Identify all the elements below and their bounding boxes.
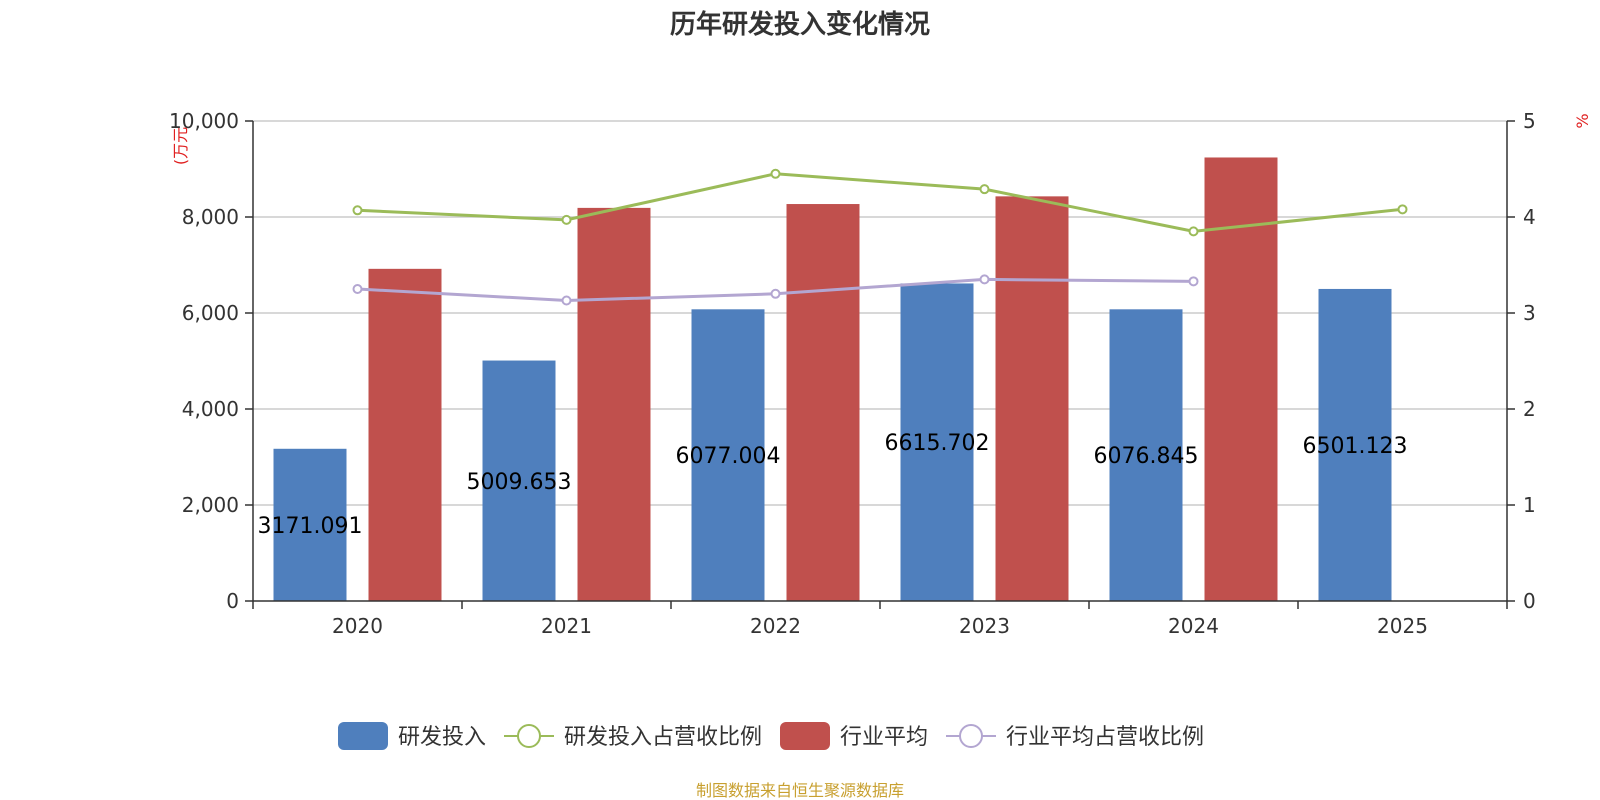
line-point — [770, 168, 781, 179]
legend: 研发投入 研发投入占营收比例 行业平均 行业平均占营收比例 — [338, 722, 1204, 750]
legend-label: 行业平均占营收比例 — [1006, 725, 1204, 750]
bar-data-label: 3171.091 — [258, 514, 363, 539]
legend-swatch-marker — [517, 724, 541, 748]
line-point — [979, 184, 990, 195]
bar-data-label: 5009.653 — [467, 470, 572, 495]
bar-industry-average — [995, 196, 1069, 602]
legend-label: 研发投入占营收比例 — [564, 725, 762, 750]
x-axis-tick-label: 2025 — [1377, 614, 1428, 638]
chart-title: 历年研发投入变化情况 — [670, 9, 930, 40]
label-layer: 3171.091 5009.653 6077.004 6615.702 6076.845… — [258, 431, 1408, 539]
bar-data-label: 6076.845 — [1094, 444, 1199, 469]
x-axis-tick-label: 2020 — [332, 614, 383, 638]
right-axis-tick-label: 2 — [1523, 397, 1536, 421]
rd-ratio-line — [357, 172, 1403, 233]
line-point — [561, 295, 572, 306]
bar-industry-average — [1204, 157, 1278, 602]
x-axis-tick-label: 2024 — [1168, 614, 1219, 638]
bar-rd-investment — [691, 309, 765, 601]
x-axis-tick-label: 2022 — [750, 614, 801, 638]
line-point — [1188, 276, 1199, 287]
source-note: 制图数据来自恒生聚源数据库 — [696, 781, 904, 800]
bar-rd-investment — [482, 360, 556, 601]
bar-industry-average — [577, 207, 651, 601]
bar-data-label: 6077.004 — [676, 444, 781, 469]
left-axis-tick-label: 0 — [226, 589, 239, 613]
right-axis-tick-label: 4 — [1523, 205, 1536, 229]
right-axis-tick-label: 0 — [1523, 589, 1536, 613]
left-axis-tick-label: 10,000 — [169, 109, 239, 133]
grid-layer — [253, 120, 1507, 506]
legend-label: 研发投入 — [398, 725, 486, 750]
bar-rd-investment — [273, 448, 347, 601]
legend-swatch-bar — [780, 722, 830, 750]
legend-label: 行业平均 — [840, 725, 928, 750]
bar-industry-average — [786, 204, 860, 602]
x-axis-tick-label: 2023 — [959, 614, 1010, 638]
line-point — [979, 274, 990, 285]
legend-swatch-bar — [338, 722, 388, 750]
bar-rd-investment — [1109, 309, 1183, 601]
right-axis-tick-label: 5 — [1523, 109, 1536, 133]
left-axis-tick-label: 6,000 — [182, 301, 239, 325]
line-point — [352, 284, 363, 294]
right-axis-tick-label: 1 — [1523, 493, 1536, 517]
line-point — [770, 288, 781, 299]
left-axis-tick-label: 8,000 — [182, 205, 239, 229]
axis-layer: 0 2,000 4,000 6,000 8,000 10,000 0 1 2 3 4 5 2020 202… — [169, 109, 1536, 638]
bar-data-label: 6501.123 — [1303, 434, 1408, 459]
left-axis-tick-label: 2,000 — [182, 493, 239, 517]
line-point — [1397, 204, 1408, 215]
x-axis-tick-label: 2021 — [541, 614, 592, 638]
left-axis-unit: (万元 — [171, 127, 190, 165]
legend-swatch-marker — [959, 724, 983, 748]
line-point — [1188, 226, 1199, 237]
bar-data-label: 6615.702 — [885, 431, 990, 456]
left-axis-tick-label: 4,000 — [182, 397, 239, 421]
right-axis-unit: % — [1573, 113, 1592, 128]
bar-industry-average — [368, 268, 442, 601]
bar-rd-investment — [1318, 288, 1392, 601]
right-axis-tick-label: 3 — [1523, 301, 1536, 325]
bar-layer — [273, 157, 1392, 602]
bar-rd-investment — [900, 283, 974, 601]
line-layer — [352, 168, 1408, 306]
line-point — [561, 214, 572, 225]
line-point — [352, 205, 363, 216]
